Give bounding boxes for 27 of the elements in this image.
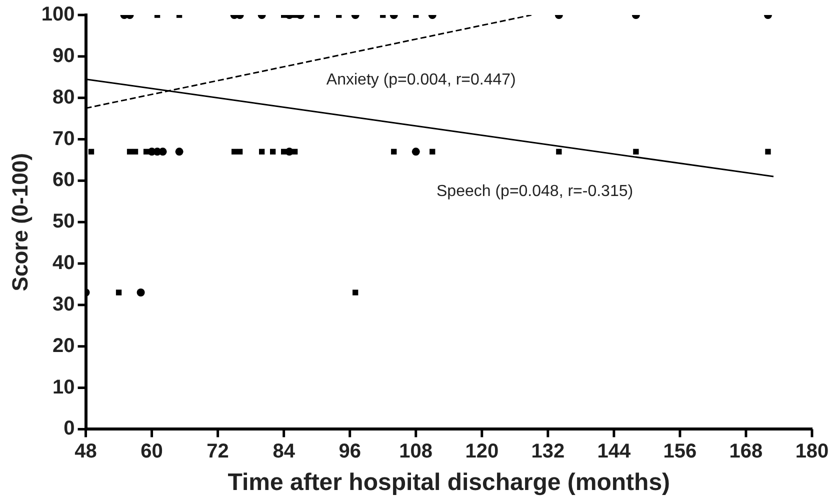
x-tick-label: 60 xyxy=(140,440,163,463)
x-tick-label: 132 xyxy=(531,440,565,463)
y-tick-label: 50 xyxy=(52,210,75,233)
y-tick-label: 80 xyxy=(52,86,75,108)
x-tick-label: 120 xyxy=(465,440,499,463)
x-axis-title: Time after hospital discharge (months) xyxy=(228,469,670,496)
y-tick-label: 40 xyxy=(52,252,75,274)
y-tick-label: 0 xyxy=(64,418,75,440)
series-label: Speech (p=0.048, r=-0.315) xyxy=(436,183,634,200)
y-tick-label: 90 xyxy=(52,44,75,67)
x-tick-label: 168 xyxy=(729,440,763,463)
y-tick-label: 60 xyxy=(52,169,75,192)
x-tick-label: 156 xyxy=(663,440,697,463)
series-label: Anxiety (p=0.004, r=0.447) xyxy=(326,71,516,88)
x-tick-label: 72 xyxy=(206,440,229,463)
x-tick-label: 180 xyxy=(795,440,829,463)
y-axis-title: Score (0-100) xyxy=(7,153,32,292)
y-tick-label: 100 xyxy=(41,4,75,26)
y-tick-label: 70 xyxy=(52,128,75,150)
x-tick-label: 108 xyxy=(399,440,433,463)
x-tick-label: 84 xyxy=(272,440,296,463)
x-tick-label: 144 xyxy=(597,440,632,463)
y-tick-label: 20 xyxy=(52,334,75,357)
x-tick-label: 48 xyxy=(74,440,97,463)
y-tick-label: 10 xyxy=(52,376,75,398)
y-tick-label: 30 xyxy=(52,293,75,316)
x-tick-label: 96 xyxy=(338,440,361,463)
